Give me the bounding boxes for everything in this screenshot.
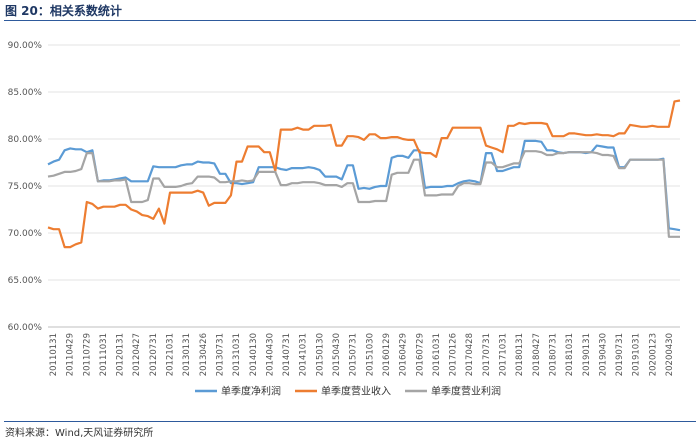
x-tick-label: 20130131 xyxy=(182,333,192,376)
legend-label: 单季度营业收入 xyxy=(321,385,391,398)
line-chart: 60.00% 65.00% 70.00% 75.00% 80.00% 85.00% 90.0… xyxy=(8,41,681,398)
y-tick-label: 85.00% xyxy=(8,88,43,98)
x-tick-label: 20110429 xyxy=(66,333,76,376)
title-divider xyxy=(4,20,696,21)
x-tick-label: 20130426 xyxy=(199,333,209,376)
source-note: 资料来源：Wind,天风证券研究所 xyxy=(5,428,154,439)
x-tick-label: 20121031 xyxy=(166,333,176,376)
x-tick-label: 20190430 xyxy=(598,333,608,376)
legend-label: 单季度净利润 xyxy=(221,385,281,398)
x-tick-label: 20170731 xyxy=(482,333,492,376)
y-tick-label: 80.00% xyxy=(8,135,43,145)
footer-divider xyxy=(4,421,696,422)
y-tick-label: 70.00% xyxy=(8,229,43,239)
y-axis-ticks: 60.00% 65.00% 70.00% 75.00% 80.00% 85.00% 90.0… xyxy=(8,41,43,333)
x-tick-label: 20160429 xyxy=(399,333,409,376)
x-tick-label: 20161031 xyxy=(432,333,442,376)
x-tick-label: 20190131 xyxy=(582,333,592,376)
x-tick-label: 20200123 xyxy=(648,333,658,376)
chart-title: 图 20：相关系数统计 xyxy=(5,4,122,18)
x-tick-label: 20191031 xyxy=(632,333,642,376)
legend: 单季度净利润 单季度营业收入 单季度营业利润 xyxy=(195,385,501,398)
y-tick-label: 75.00% xyxy=(8,182,43,192)
series-line-2 xyxy=(47,99,681,249)
x-tick-label: 20180131 xyxy=(515,333,525,376)
legend-label: 单季度营业利润 xyxy=(431,385,501,398)
x-tick-label: 20151030 xyxy=(365,333,375,376)
x-tick-label: 20170126 xyxy=(449,333,459,376)
series-line-3 xyxy=(47,150,680,238)
y-tick-label: 90.00% xyxy=(8,41,43,51)
x-tick-label: 20180731 xyxy=(548,333,558,376)
x-tick-label: 20141031 xyxy=(299,333,309,376)
series-lines xyxy=(47,99,681,249)
x-tick-label: 20111031 xyxy=(99,333,109,376)
x-tick-label: 20150130 xyxy=(315,333,325,376)
x-tick-label: 20140130 xyxy=(249,333,259,376)
y-tick-label: 65.00% xyxy=(8,276,43,286)
x-tick-label: 20120427 xyxy=(132,333,142,376)
x-tick-label: 20131031 xyxy=(232,333,242,376)
y-tick-label: 60.00% xyxy=(8,323,43,333)
x-tick-label: 20120131 xyxy=(116,333,126,376)
x-tick-label: 20200430 xyxy=(665,333,675,376)
x-tick-label: 20190731 xyxy=(615,333,625,376)
x-tick-label: 20160729 xyxy=(415,333,425,376)
x-tick-label: 20130731 xyxy=(215,333,225,376)
gridlines xyxy=(48,44,680,328)
x-axis-ticks: 20110131 20110429 20110729 20111031 20120131… xyxy=(49,333,675,376)
x-tick-label: 20150731 xyxy=(349,333,359,376)
x-tick-label: 20160129 xyxy=(382,333,392,376)
x-tick-label: 20110131 xyxy=(49,333,59,376)
x-tick-label: 20181031 xyxy=(565,333,575,376)
x-tick-label: 20180427 xyxy=(532,333,542,376)
x-tick-label: 20140430 xyxy=(265,333,275,376)
x-tick-label: 20170428 xyxy=(465,333,475,376)
x-tick-label: 20110729 xyxy=(82,333,92,376)
x-tick-label: 20150430 xyxy=(332,333,342,376)
x-tick-label: 20140731 xyxy=(282,333,292,376)
x-tick-label: 20171031 xyxy=(499,333,509,376)
x-tick-label: 20120731 xyxy=(149,333,159,376)
